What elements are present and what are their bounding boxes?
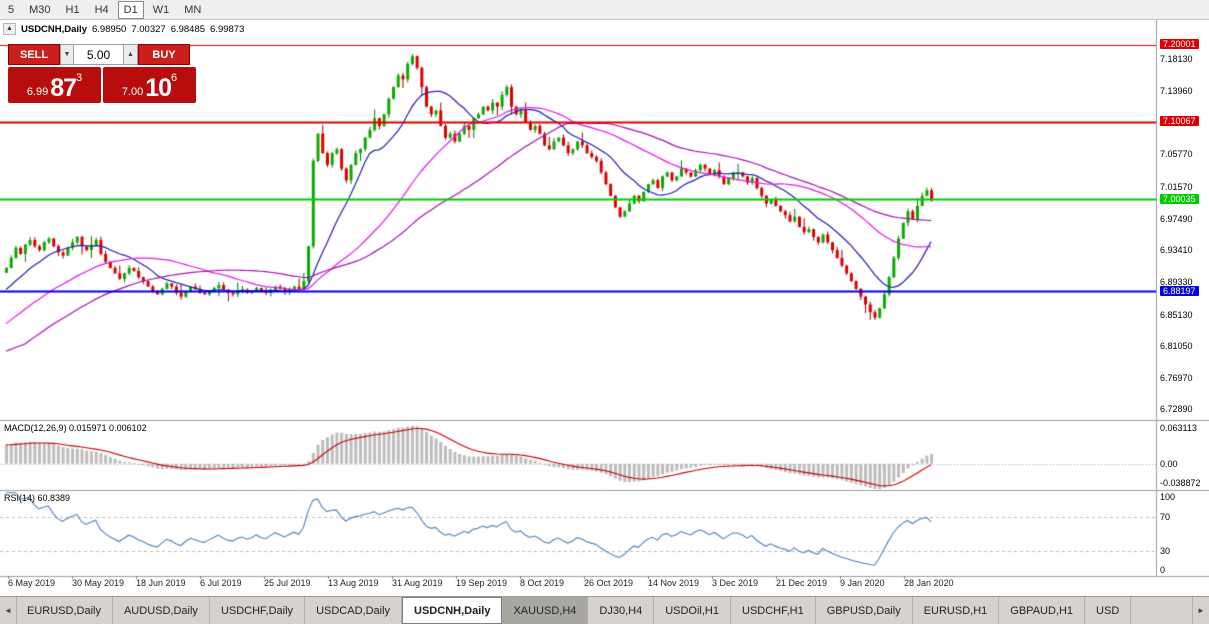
date-label-3: 6 Jul 2019 bbox=[200, 578, 242, 588]
price-axis-label-7.20001: 7.20001 bbox=[1160, 39, 1199, 49]
tab-usd[interactable]: USD bbox=[1085, 597, 1132, 624]
tab-scroll-left-icon[interactable]: ◄ bbox=[0, 597, 17, 624]
price-axis-label-6.97490: 6.97490 bbox=[1160, 213, 1193, 224]
price-axis-label-7.18130: 7.18130 bbox=[1160, 53, 1193, 64]
macd-indicator-label: MACD(12,26,9) 0.015971 0.006102 bbox=[4, 423, 147, 433]
tab-eurusd-daily[interactable]: EURUSD,Daily bbox=[16, 597, 113, 624]
date-label-10: 14 Nov 2019 bbox=[648, 578, 700, 588]
tab-gbpusd-daily[interactable]: GBPUSD,Daily bbox=[815, 597, 913, 624]
buy-button[interactable]: BUY bbox=[138, 44, 190, 65]
price-axis-label-7.05770: 7.05770 bbox=[1160, 149, 1193, 160]
date-label-11: 3 Dec 2019 bbox=[712, 578, 759, 588]
timeframe-mn[interactable]: MN bbox=[184, 3, 202, 16]
date-label-9: 26 Oct 2019 bbox=[584, 578, 634, 588]
chart-tab-bar: ◄ EURUSD,Daily AUDUSD,Daily USDCHF,Daily US… bbox=[0, 596, 1209, 624]
price-axis-label-7.01570: 7.01570 bbox=[1160, 181, 1193, 192]
timeframe-5[interactable]: 5 bbox=[8, 3, 15, 16]
macd-axis-label-0.063113: 0.063113 bbox=[1160, 423, 1197, 433]
bid-price-prefix: 6.99 bbox=[26, 86, 49, 98]
date-label-1: 30 May 2019 bbox=[72, 578, 125, 588]
tab-xauusd-h4[interactable]: XAUUSD,H4 bbox=[502, 597, 589, 624]
bid-price-main: 87 bbox=[50, 74, 77, 102]
collapse-chart-icon[interactable]: ▲ bbox=[3, 23, 16, 35]
volume-decrease-button[interactable]: ▼ bbox=[60, 44, 74, 65]
tab-dj30-h4[interactable]: DJ30,H4 bbox=[588, 597, 655, 624]
date-label-0: 6 May 2019 bbox=[8, 578, 56, 588]
timeframe-h1[interactable]: H1 bbox=[65, 3, 80, 16]
chart-header: ▲ USDCNH,Daily 6.98950 7.00327 6.98485 6… bbox=[3, 23, 244, 35]
price-axis-label-6.81050: 6.81050 bbox=[1160, 341, 1193, 352]
rsi-axis-label-70: 70 bbox=[1160, 511, 1171, 522]
tab-usdchf-h1[interactable]: USDCHF,H1 bbox=[731, 597, 816, 624]
bid-price-box[interactable]: 6.99 87 3 bbox=[8, 67, 101, 103]
rsi-axis-label-0: 0 bbox=[1160, 565, 1166, 575]
timeframe-buttons: 5 M30 H1 H4 D1 W1 MN bbox=[2, 0, 207, 19]
tab-eurusd-h1[interactable]: EURUSD,H1 bbox=[912, 597, 1000, 624]
chart-open-value: 6.98950 bbox=[92, 23, 127, 35]
volume-input[interactable] bbox=[74, 44, 124, 65]
price-axis-label-6.88197: 6.88197 bbox=[1160, 285, 1199, 296]
chart-symbol-title: USDCNH,Daily bbox=[21, 23, 87, 35]
tab-audusd-daily[interactable]: AUDUSD,Daily bbox=[112, 597, 210, 624]
timeframe-h4[interactable]: H4 bbox=[94, 3, 109, 16]
date-label-8: 8 Oct 2019 bbox=[520, 578, 565, 588]
price-axis-label-7.10067: 7.10067 bbox=[1160, 116, 1199, 127]
price-axis-label-6.76970: 6.76970 bbox=[1160, 372, 1193, 383]
price-axis-label-7.00035: 7.00035 bbox=[1160, 193, 1199, 204]
tab-scroll-right-icon[interactable]: ► bbox=[1192, 597, 1209, 624]
tab-usdoil-h1[interactable]: USDOil,H1 bbox=[654, 597, 731, 624]
date-label-4: 25 Jul 2019 bbox=[264, 578, 311, 588]
price-axis-label-6.85130: 6.85130 bbox=[1160, 309, 1193, 320]
price-axis-label-6.89330: 6.89330 bbox=[1160, 276, 1193, 287]
ask-price-pip: 6 bbox=[171, 72, 178, 84]
date-label-13: 9 Jan 2020 bbox=[840, 578, 885, 588]
chart-low-value: 6.98485 bbox=[170, 23, 206, 35]
rsi-axis-label-100: 100 bbox=[1160, 492, 1176, 502]
chart-high-value: 7.00327 bbox=[131, 23, 166, 35]
price-axis-label-7.13960: 7.13960 bbox=[1160, 85, 1193, 96]
sell-button[interactable]: SELL bbox=[8, 44, 60, 65]
timeframe-m30[interactable]: M30 bbox=[29, 3, 51, 16]
macd-axis-label--0.038872: -0.038872 bbox=[1160, 478, 1201, 488]
date-label-14: 28 Jan 2020 bbox=[904, 578, 954, 588]
volume-increase-button[interactable]: ▲ bbox=[124, 44, 138, 65]
chart-close-value: 6.99873 bbox=[210, 23, 245, 35]
bid-price-pip: 3 bbox=[76, 72, 83, 84]
date-label-5: 13 Aug 2019 bbox=[328, 578, 379, 588]
price-axis-label-6.72890: 6.72890 bbox=[1160, 404, 1193, 415]
macd-axis-label-0.00: 0.00 bbox=[1160, 458, 1178, 469]
price-axis-label-6.93410: 6.93410 bbox=[1160, 245, 1193, 256]
rsi-indicator-label: RSI(14) 60.8389 bbox=[4, 493, 71, 503]
tab-usdcnh-daily[interactable]: USDCNH,Daily bbox=[402, 597, 503, 624]
ask-price-prefix: 7.00 bbox=[121, 86, 144, 98]
date-label-2: 18 Jun 2019 bbox=[136, 578, 186, 588]
ask-price-box[interactable]: 7.00 10 6 bbox=[103, 67, 196, 103]
date-label-6: 31 Aug 2019 bbox=[392, 578, 443, 588]
timeframe-d1[interactable]: D1 bbox=[117, 0, 144, 19]
date-label-7: 19 Sep 2019 bbox=[456, 578, 508, 588]
tab-gbpaud-h1[interactable]: GBPAUD,H1 bbox=[999, 597, 1086, 624]
timeframe-w1[interactable]: W1 bbox=[152, 3, 170, 16]
rsi-axis-label-30: 30 bbox=[1160, 545, 1171, 556]
tab-usdchf-daily[interactable]: USDCHF,Daily bbox=[209, 597, 306, 624]
chart-window: ▲ USDCNH,Daily 6.98950 7.00327 6.98485 6… bbox=[0, 20, 1209, 594]
chart-tabs: EURUSD,Daily AUDUSD,Daily USDCHF,Daily USDC… bbox=[16, 597, 1193, 624]
tab-usdcad-daily[interactable]: USDCAD,Daily bbox=[305, 597, 403, 624]
date-label-12: 21 Dec 2019 bbox=[776, 578, 828, 588]
price-chart-canvas[interactable] bbox=[0, 20, 1209, 594]
ask-price-main: 10 bbox=[145, 74, 172, 102]
timeframe-toolbar: 5 M30 H1 H4 D1 W1 MN bbox=[0, 0, 1209, 20]
